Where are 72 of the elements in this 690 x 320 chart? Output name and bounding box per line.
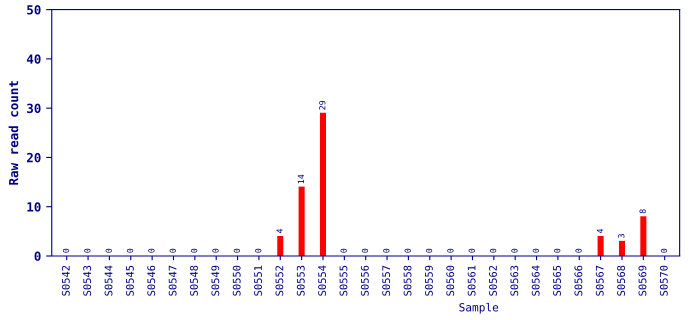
x-tick-label: S0553 [296,266,305,296]
bar [618,240,626,256]
data-label: 0 [106,248,112,253]
bar [640,216,646,256]
data-label: 0 [126,248,134,253]
x-tick-label: S0560 [446,266,454,296]
x-tick-label: S0552 [275,266,284,296]
x-tick-label: S0547 [168,266,177,296]
x-tick-label: S0545 [126,266,134,296]
x-tick-label: S0544 [104,266,112,296]
data-label: 0 [660,248,668,253]
x-tick-label: S0549 [211,266,220,296]
x-tick-label: S0570 [660,266,668,296]
data-label: 14 [298,174,304,184]
x-tick-label: S0561 [468,266,476,296]
x-tick-label: S0557 [382,266,390,296]
bar [277,236,284,256]
data-label: 4 [276,228,283,234]
x-tick-label: S0564 [532,266,540,296]
y-tick-label: 0 [34,251,41,261]
data-label: 0 [554,248,560,253]
x-tick-label: S0551 [254,266,262,296]
x-tick-label: S0554 [318,266,326,296]
data-label: 0 [426,248,432,253]
bar [598,236,604,256]
x-tick-label: S0567 [596,266,604,296]
data-label: 0 [404,248,411,253]
data-label: 0 [255,248,262,253]
x-tick-label: S0548 [190,266,198,296]
x-tick-label: S0569 [638,266,646,296]
x-tick-label: S0559 [424,266,433,296]
data-label: 0 [362,248,368,253]
data-label: 0 [468,248,475,253]
data-label: 0 [190,248,198,253]
bar [320,112,326,256]
x-tick-label: S0555 [340,266,348,296]
data-label: 0 [170,248,176,253]
x-tick-label: S0558 [404,266,412,296]
data-label: 0 [575,248,582,253]
x-tick-label: S0546 [147,266,156,296]
y-tick-label: 40 [26,54,41,64]
data-label: 0 [84,248,90,253]
data-label: 0 [62,248,70,253]
data-label: 4 [596,228,603,234]
data-label: 0 [447,248,454,253]
x-tick-label: S0563 [510,266,518,296]
x-tick-label: S0565 [553,266,561,296]
x-tick-label: S0542 [62,266,70,296]
data-label: 8 [639,209,646,214]
data-label: 0 [383,248,390,253]
y-axis-title: Raw read count [8,81,18,185]
y-tick-label: 20 [26,152,41,162]
x-tick-label: S0556 [360,266,369,296]
x-tick-label: S0543 [83,266,92,296]
data-label: 0 [340,248,347,253]
data-label: 29 [319,100,326,110]
y-tick-label: 10 [27,202,41,212]
x-tick-label: S0562 [489,266,497,296]
data-label: 0 [490,248,496,253]
y-tick-label: 50 [27,5,41,15]
x-axis-title: Sample [459,302,498,314]
data-label: 0 [212,248,219,253]
x-tick-label: S0550 [232,266,241,296]
x-tick-label: S0566 [574,266,582,296]
y-tick-label: 30 [27,104,41,114]
data-label: 0 [148,248,155,253]
data-label: 0 [511,248,518,253]
data-label: 0 [532,248,539,253]
x-tick-label: S0568 [617,266,626,296]
bar [298,186,305,256]
data-label: 3 [618,234,624,238]
data-label: 0 [234,248,240,253]
